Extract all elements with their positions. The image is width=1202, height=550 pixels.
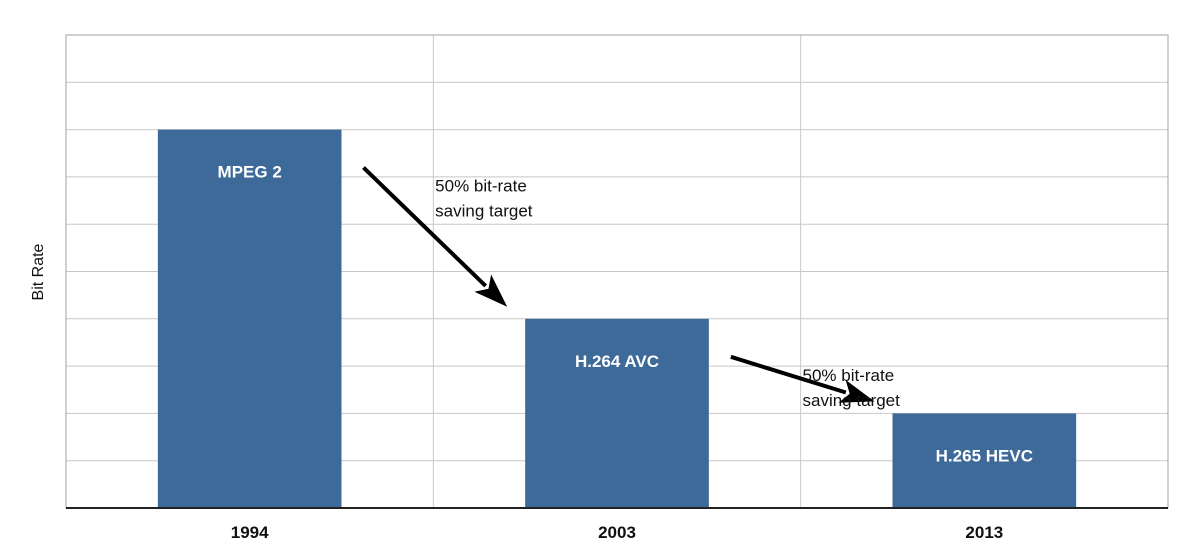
y-axis-label: Bit Rate [30, 243, 47, 300]
x-tick-label: 1994 [231, 523, 269, 542]
annotations: 50% bit-rate saving target 50% bit-rate sav… [362, 166, 901, 410]
arrow-shaft [730, 354, 847, 395]
annotation-text: 50% bit-rate saving target [435, 177, 533, 221]
bar-label: H.265 HEVC [936, 446, 1033, 465]
x-tick-label: 2003 [598, 523, 636, 542]
arrow-head [474, 274, 508, 307]
bar-1994 [157, 129, 342, 508]
x-tick-label: 2013 [965, 523, 1003, 542]
bar-labels: MPEG 2 H.264 AVC H.265 HEVC [218, 163, 1033, 466]
bar-2013 [892, 413, 1077, 508]
annotation-text: 50% bit-rate saving target [803, 366, 901, 410]
x-tick-labels: 1994 2003 2013 [231, 523, 1003, 542]
bars [157, 129, 1077, 508]
bar-label: MPEG 2 [218, 163, 282, 182]
bar-2003 [525, 318, 709, 508]
bar-label: H.264 AVC [575, 352, 659, 371]
arrow-shaft [362, 166, 488, 288]
arrow-head [838, 379, 875, 403]
